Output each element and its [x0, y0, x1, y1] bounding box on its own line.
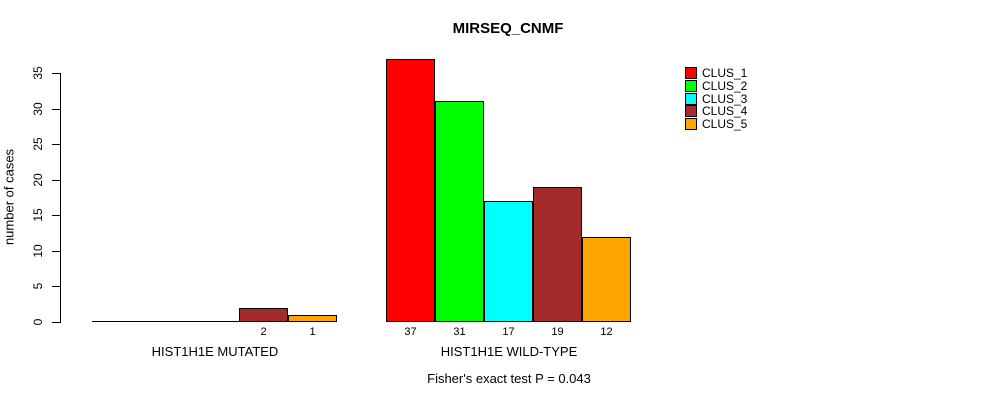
legend-swatch-icon [685, 105, 697, 118]
bar-CLUS_2-zero [141, 321, 190, 322]
group-label-mutated: HIST1H1E MUTATED [151, 344, 279, 359]
bar-CLUS_2 [435, 101, 484, 322]
bar-value-label: 37 [404, 326, 417, 338]
legend-label: CLUS_3 [702, 91, 748, 106]
legend-swatch-icon [685, 67, 697, 80]
bar-CLUS_5 [288, 315, 337, 322]
legend-label: CLUS_4 [702, 104, 748, 119]
legend-swatch-icon [685, 92, 697, 105]
y-axis-tick [52, 251, 60, 252]
y-axis-tick [52, 73, 60, 74]
group-label-wild-type: HIST1H1E WILD-TYPE [440, 344, 578, 359]
legend-swatch-icon [685, 118, 697, 131]
legend-label: CLUS_2 [702, 79, 748, 94]
y-axis-tick-label: 5 [31, 282, 45, 290]
bar-value-label: 19 [551, 326, 564, 338]
legend-item-CLUS_1: CLUS_1 [685, 67, 747, 80]
y-axis-tick [52, 109, 60, 110]
y-axis-tick-label: 10 [31, 244, 45, 258]
bar-CLUS_3-zero [190, 321, 239, 322]
bar-value-label: 31 [453, 326, 466, 338]
legend-item-CLUS_2: CLUS_2 [685, 80, 747, 93]
y-axis-tick-label: 35 [31, 66, 45, 80]
y-axis-tick [52, 144, 60, 145]
y-axis-tick-label: 25 [31, 137, 45, 151]
fisher-test-annotation: Fisher's exact test P = 0.043 [427, 371, 591, 386]
bar-CLUS_4 [239, 308, 288, 322]
y-axis-tick-label: 15 [31, 208, 45, 222]
y-axis-tick [52, 322, 60, 323]
y-axis-title: number of cases [1, 148, 17, 246]
legend-label: CLUS_5 [702, 117, 748, 132]
legend-label: CLUS_1 [702, 66, 748, 81]
y-axis-line [60, 73, 61, 323]
legend-swatch-icon [685, 80, 697, 93]
bar-CLUS_1-zero [92, 321, 141, 322]
y-axis-tick [52, 286, 60, 287]
y-axis-tick-label: 20 [31, 173, 45, 187]
bar-value-label: 2 [260, 326, 267, 338]
legend: CLUS_1 CLUS_2 CLUS_3 CLUS_4 CLUS_5 [685, 67, 747, 131]
bar-CLUS_1 [386, 59, 435, 322]
chart-title: MIRSEQ_CNMF [452, 20, 564, 37]
legend-item-CLUS_4: CLUS_4 [685, 105, 747, 118]
bar-value-label: 12 [600, 326, 613, 338]
y-axis-tick-label: 30 [31, 102, 45, 116]
legend-item-CLUS_5: CLUS_5 [685, 118, 747, 131]
bar-CLUS_5 [582, 237, 631, 322]
y-axis-tick [52, 215, 60, 216]
y-axis-tick-label: 0 [31, 318, 45, 326]
bar-value-label: 17 [502, 326, 515, 338]
legend-item-CLUS_3: CLUS_3 [685, 92, 747, 105]
bar-CLUS_3 [484, 201, 533, 322]
y-axis-tick [52, 180, 60, 181]
bar-value-label: 1 [309, 326, 316, 338]
bar-CLUS_4 [533, 187, 582, 322]
